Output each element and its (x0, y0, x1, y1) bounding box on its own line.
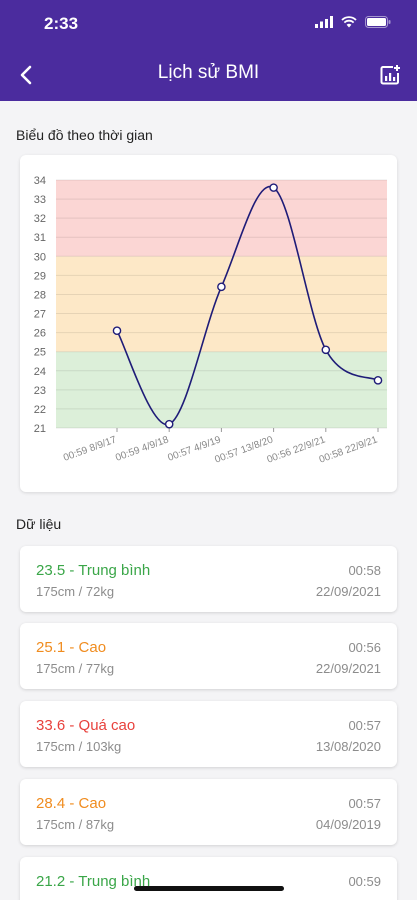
record-time: 00:57 (348, 718, 381, 733)
y-tick-label: 25 (34, 347, 46, 359)
x-tick-label: 00:58 22/9/21 (318, 434, 380, 465)
range-band (56, 180, 387, 257)
record-time: 00:58 (348, 563, 381, 578)
record-time: 00:57 (348, 796, 381, 811)
range-band (56, 256, 387, 352)
y-tick-label: 26 (34, 328, 46, 340)
y-tick-label: 27 (34, 309, 46, 321)
record-height-weight: 175cm / 72kg (36, 584, 115, 599)
record-bmi-value: 25.1 - Cao (36, 639, 107, 656)
record-bmi-value: 33.6 - Quá cao (36, 717, 136, 734)
status-time: 2:33 (44, 14, 79, 33)
y-tick-label: 31 (34, 232, 46, 244)
record-bmi-value: 21.2 - Trung bình (36, 873, 151, 890)
data-section-label: Dữ liệu (16, 516, 62, 532)
add-chart-button[interactable] (375, 60, 405, 90)
record-height-weight: 175cm / 87kg (36, 817, 115, 832)
record-bmi-value: 28.4 - Cao (36, 795, 107, 812)
record-date: 22/09/2021 (315, 661, 381, 676)
y-tick-label: 32 (34, 213, 46, 225)
y-tick-label: 24 (34, 366, 46, 378)
status-icons (315, 16, 391, 28)
add-chart-icon (380, 65, 400, 85)
record-height-weight: 175cm / 103kg (36, 739, 122, 754)
data-point (373, 376, 383, 385)
x-tick-label: 00:57 13/8/20 (213, 434, 275, 465)
bmi-record-card[interactable]: 23.5 - Trung bình 175cm / 72kg 00:58 22/… (20, 546, 397, 612)
page-title: Lịch sử BMI (157, 62, 260, 83)
x-tick-label: 00:59 8/9/17 (62, 434, 118, 464)
bmi-chart: 34 33 32 31 30 29 28 27 26 25 24 23 22 21 00:59 8/9/17… (20, 155, 397, 492)
y-tick-label: 34 (34, 175, 46, 187)
wifi-icon (341, 16, 357, 28)
record-height-weight: 175cm / 77kg (36, 661, 115, 676)
y-tick-label: 23 (34, 385, 46, 397)
data-point (164, 419, 174, 429)
bmi-record-card[interactable]: 21.2 - Trung bình 00:59 (20, 857, 397, 900)
record-time: 00:59 (348, 874, 381, 889)
x-tick-label: 00:59 4/9/18 (114, 434, 170, 464)
y-tick-label: 21 (34, 423, 46, 435)
y-tick-label: 22 (34, 404, 46, 416)
chevron-left-icon (20, 65, 32, 85)
data-point (269, 183, 278, 192)
y-tick-label: 30 (34, 251, 46, 263)
record-bmi-value: 23.5 - Trung bình (36, 562, 151, 579)
battery-icon (365, 16, 391, 28)
x-tick-label: 00:56 22/9/21 (266, 434, 328, 465)
app-bar: 2:33 Lịch sử BMI (0, 0, 417, 101)
data-point (321, 345, 331, 355)
y-tick-label: 28 (34, 289, 46, 301)
bmi-line-chart: 34 33 32 31 30 29 28 27 26 25 24 23 22 21 00:59 8/9/17… (34, 175, 387, 466)
record-date: 13/08/2020 (315, 739, 381, 754)
data-point (217, 282, 226, 292)
cellular-signal-icon (315, 16, 333, 28)
record-time: 00:56 (348, 640, 381, 655)
bmi-record-card[interactable]: 25.1 - Cao 175cm / 77kg 00:56 22/09/2021 (20, 623, 397, 689)
bmi-record-card[interactable]: 33.6 - Quá cao 175cm / 103kg 00:57 13/08… (20, 701, 397, 767)
data-point (112, 326, 122, 336)
bmi-record-card[interactable]: 28.4 - Cao 175cm / 87kg 00:57 04/09/2019 (20, 779, 397, 845)
chart-section-label: Biểu đồ theo thời gian (16, 127, 153, 143)
home-indicator (134, 886, 284, 891)
record-date: 22/09/2021 (315, 584, 381, 599)
y-tick-label: 29 (34, 270, 46, 282)
y-tick-label: 33 (34, 194, 46, 206)
range-band (56, 351, 387, 428)
back-button[interactable] (10, 60, 42, 90)
record-date: 04/09/2019 (315, 817, 381, 832)
